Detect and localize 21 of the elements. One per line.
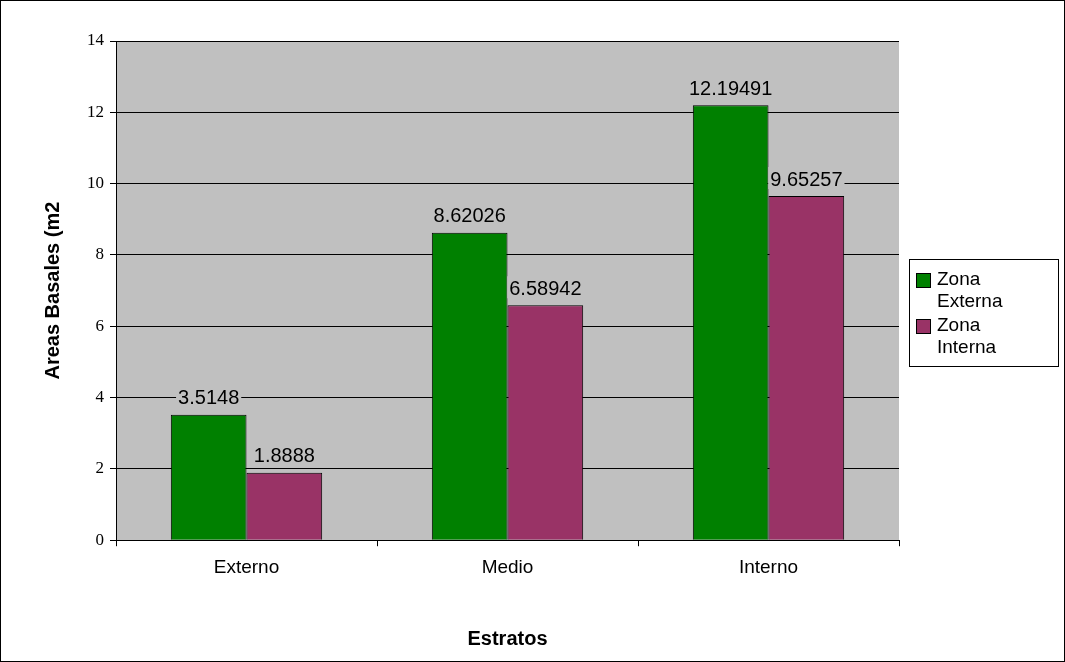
data-label: 9.65257 xyxy=(770,167,843,190)
data-label: 1.8888 xyxy=(253,444,315,467)
legend-label: Zona Externa xyxy=(937,268,1004,312)
data-label: 8.62026 xyxy=(433,204,506,227)
y-tick-label: 0 xyxy=(95,529,104,549)
x-tick-label: Medio xyxy=(481,555,534,577)
y-tick-label: 2 xyxy=(95,458,104,478)
x-axis-title: Estratos xyxy=(467,626,548,649)
y-tick-label: 4 xyxy=(95,387,105,407)
y-tick-label: 8 xyxy=(95,244,104,264)
data-label: 12.19491 xyxy=(688,76,773,99)
y-tick-label: 14 xyxy=(87,30,105,50)
y-axis-title: Areas Basales (m2 xyxy=(40,201,63,380)
y-tick-label: 10 xyxy=(87,173,104,193)
x-tick-label: Externo xyxy=(213,555,280,577)
legend-label: Zona Interna xyxy=(937,314,998,358)
x-tick-label: Interno xyxy=(738,555,799,577)
data-label: 3.5148 xyxy=(178,386,240,409)
data-label: 6.58942 xyxy=(509,276,582,299)
y-tick-label: 6 xyxy=(95,315,104,335)
y-tick-label: 12 xyxy=(87,101,104,121)
